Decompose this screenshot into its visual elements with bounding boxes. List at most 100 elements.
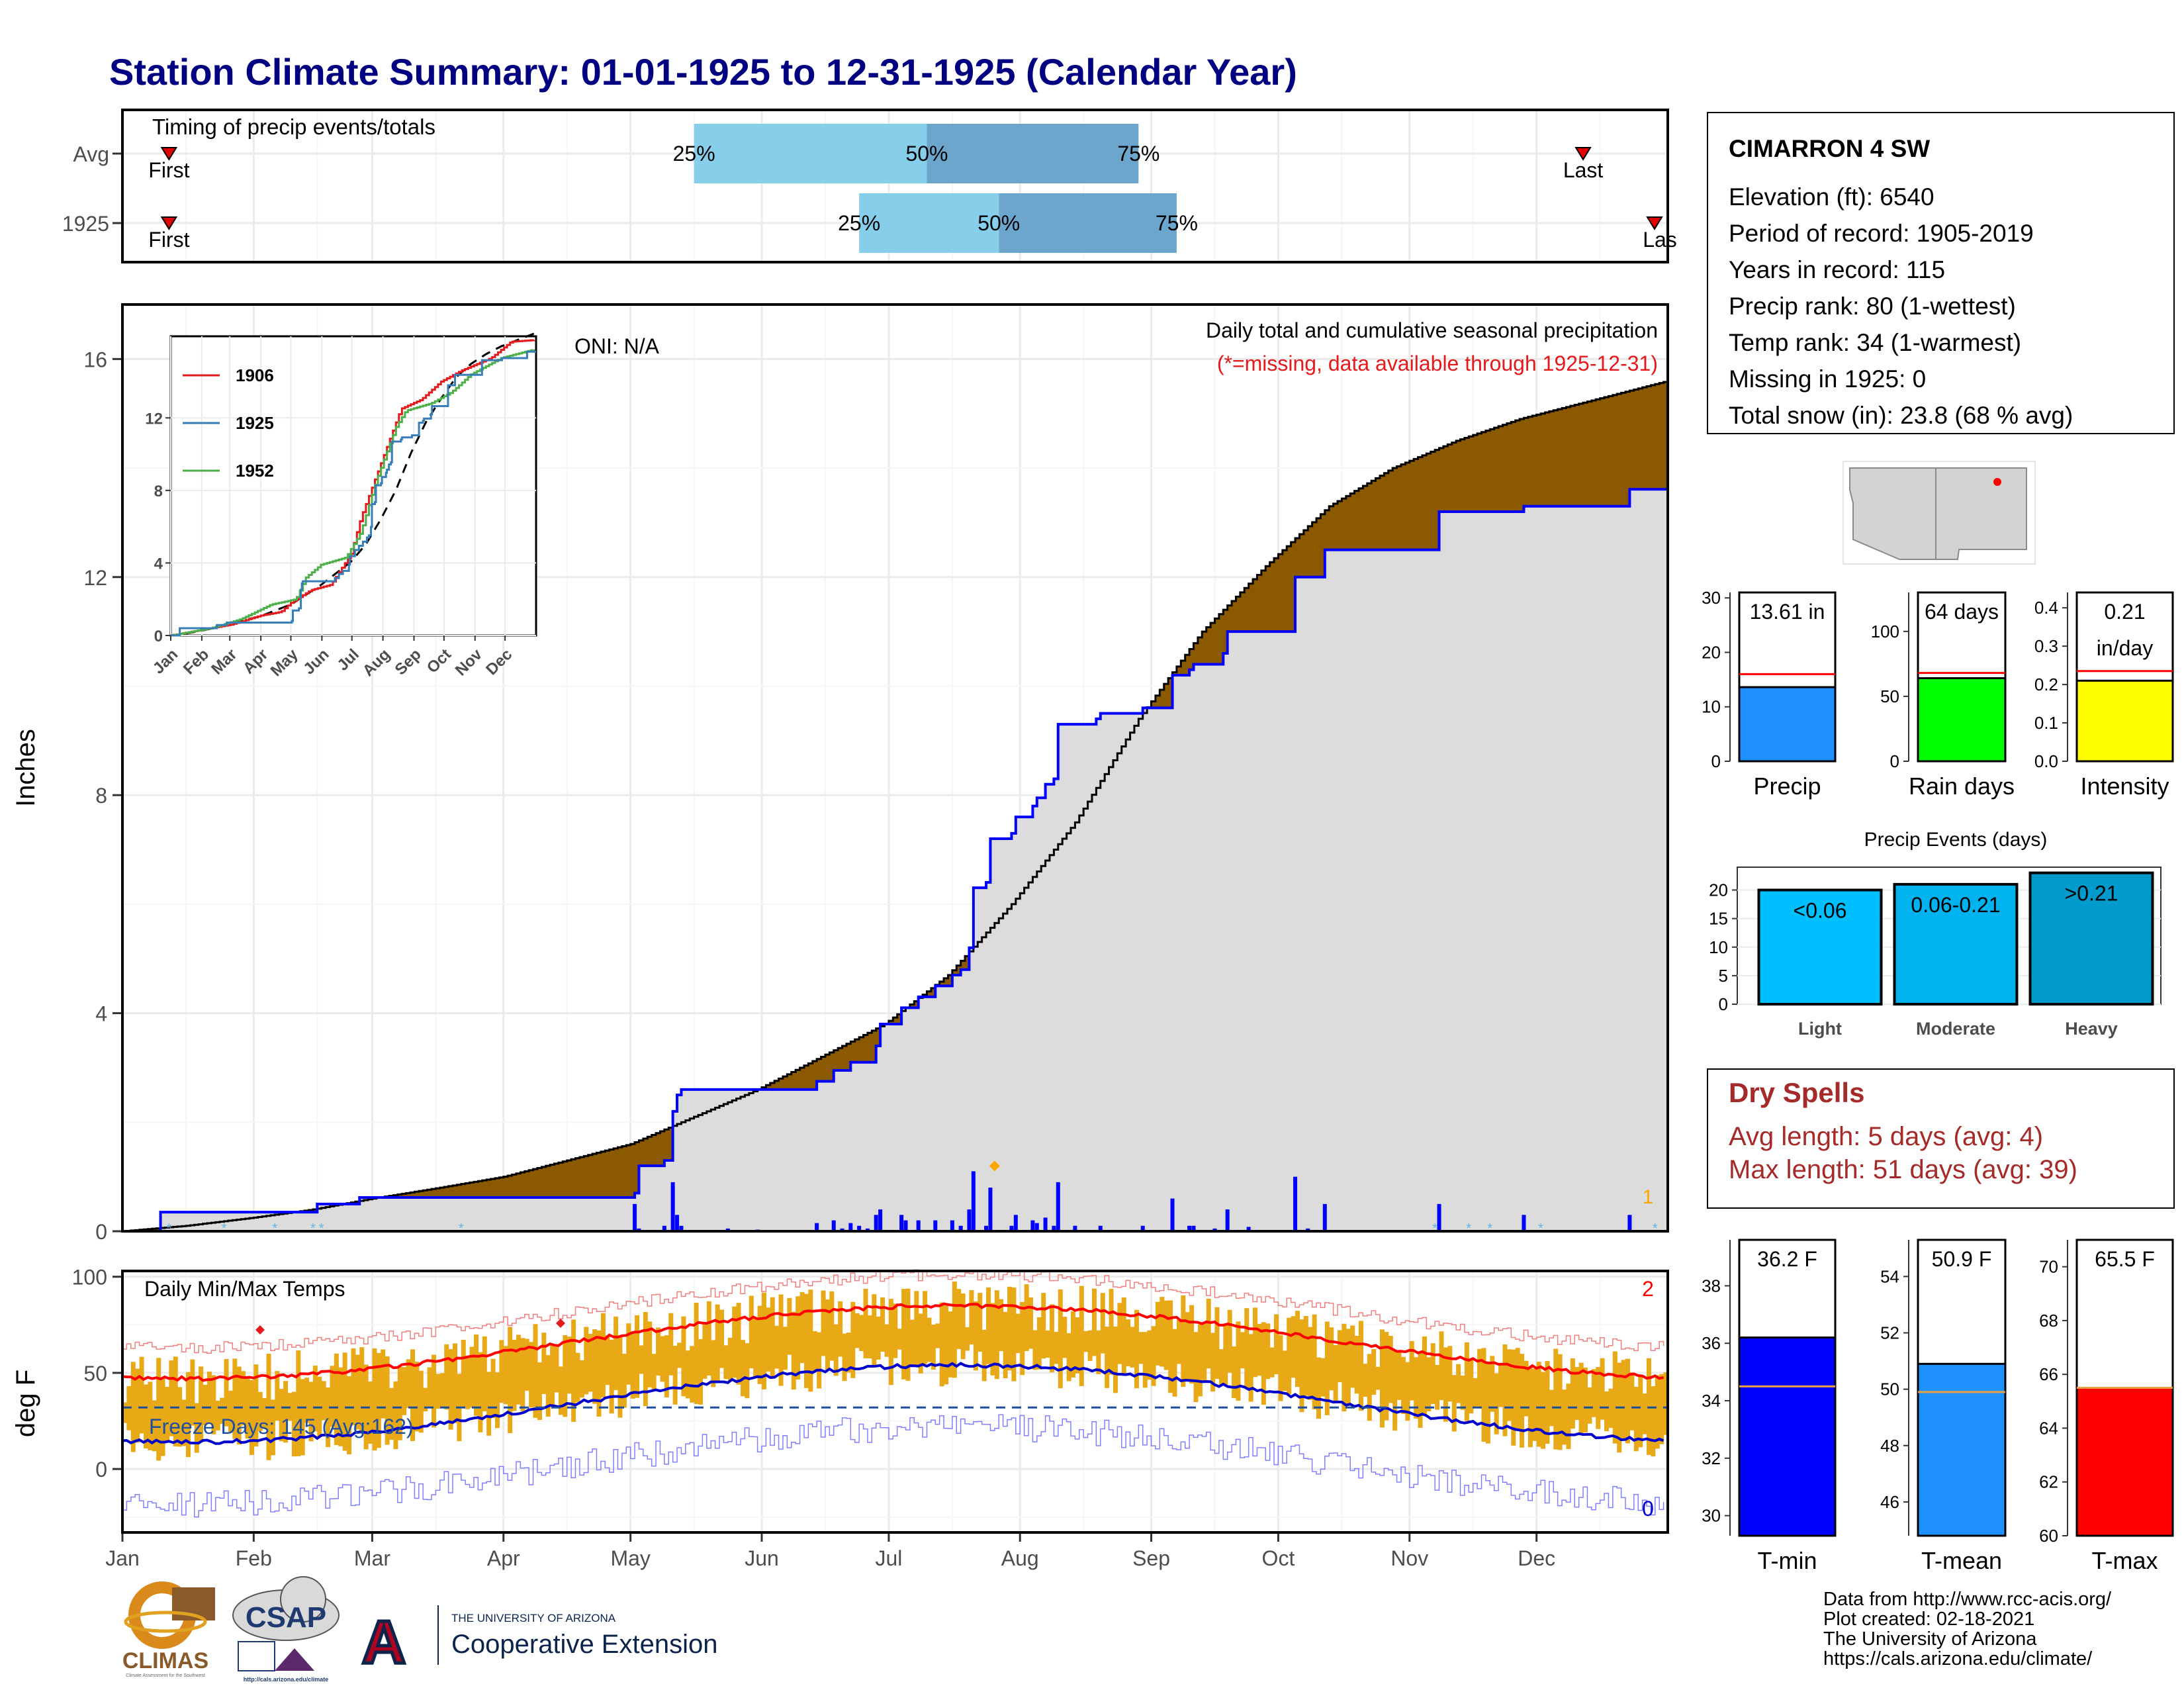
climas-logo-text: CLIMAS xyxy=(122,1648,208,1673)
freeze-days-label: Freeze Days: 145 (Avg:162) xyxy=(149,1415,414,1438)
station-info-box: CIMARRON 4 SW Elevation (ft): 6540 Period… xyxy=(1707,112,2175,434)
daily-temp-bar xyxy=(249,1380,254,1455)
summary-bar-y-tick-label: 10 xyxy=(1702,697,1721,717)
daily-precip-bar xyxy=(1306,1228,1310,1231)
daily-precip-bars xyxy=(633,1171,1632,1231)
daily-temp-bar xyxy=(952,1281,957,1378)
daily-temp-bar xyxy=(698,1338,704,1405)
daily-temp-bar xyxy=(1379,1329,1385,1428)
timing-last-marker xyxy=(1646,216,1663,230)
events-bar xyxy=(1893,882,2019,1006)
daily-temp-bar xyxy=(1502,1344,1508,1436)
precip-y-axis: 0 4 8 12 16 xyxy=(83,348,122,1244)
daily-temp-bar xyxy=(435,1374,441,1409)
daily-precip-bar xyxy=(1140,1225,1145,1231)
daily-precip-bar xyxy=(1522,1215,1526,1231)
daily-temp-bar xyxy=(876,1316,881,1360)
daily-temp-bar xyxy=(224,1359,229,1427)
daily-temp-bar xyxy=(1604,1391,1610,1432)
daily-temp-bar xyxy=(749,1295,754,1369)
daily-temp-bar xyxy=(1359,1321,1363,1411)
daily-temp-bar xyxy=(1338,1330,1343,1382)
month-tick-label: Jun xyxy=(745,1546,779,1570)
precip-y-tick-label: 16 xyxy=(83,348,107,371)
daily-temp-bar xyxy=(833,1324,839,1376)
daily-temp-bar xyxy=(897,1329,902,1350)
daily-temp-bar xyxy=(393,1381,398,1450)
record-high-marker xyxy=(556,1319,565,1328)
daily-precip-bar xyxy=(916,1220,921,1231)
timing-title: Timing of precip events/totals xyxy=(152,115,435,139)
oni-label: ONI: N/A xyxy=(574,334,660,358)
dry-title: Dry Spells xyxy=(1729,1077,1864,1108)
events-bar-value: 0.06-0.21 xyxy=(1911,893,2000,917)
daily-temp-bar xyxy=(753,1319,758,1377)
missing-count: 1 xyxy=(1643,1186,1654,1208)
timing-bar-25-50 xyxy=(859,193,999,253)
daily-temp-bar xyxy=(143,1384,148,1449)
daily-temp-bar xyxy=(368,1382,373,1444)
daily-temp-bar xyxy=(486,1372,492,1436)
daily-temp-bar xyxy=(257,1391,263,1431)
timing-last-label: Last xyxy=(1563,158,1604,182)
daily-precip-bar xyxy=(1098,1225,1103,1231)
events-bar xyxy=(2028,871,2154,1006)
daily-temp-bar xyxy=(1151,1326,1156,1386)
daily-temp-bar xyxy=(355,1354,360,1430)
events-y-tick-label: 10 xyxy=(1709,937,1728,957)
daily-temp-bar xyxy=(1655,1375,1660,1449)
daily-temp-bar xyxy=(1562,1389,1567,1445)
daily-precip-bar xyxy=(1170,1198,1175,1231)
summary-bar-value-unit: in/day xyxy=(2097,636,2153,660)
daily-temp-bar xyxy=(177,1387,183,1447)
climas-ring-icon xyxy=(124,1611,207,1633)
daily-precip-bar xyxy=(1034,1223,1039,1231)
daily-temp-bar xyxy=(1633,1387,1639,1452)
daily-temp-bar xyxy=(867,1315,872,1359)
daily-temp-bar xyxy=(275,1371,280,1421)
month-tick-label: Oct xyxy=(1262,1546,1295,1570)
events-y-tick-label: 20 xyxy=(1709,880,1728,900)
timing-label-50: 50% xyxy=(905,142,948,165)
daily-temp-bar xyxy=(1570,1358,1575,1429)
daily-temp-bar xyxy=(808,1289,813,1392)
footer-credit-line: The University of Arizona xyxy=(1823,1628,2037,1650)
dry-max-length: Max length: 51 days (avg: 39) xyxy=(1729,1155,2077,1184)
daily-temp-bar xyxy=(482,1336,487,1411)
temp-bar-axis-label: T-min xyxy=(1758,1547,1817,1574)
timing-panel: 25% 50% 75% 25% 50% 75% First Last First Las Tim… xyxy=(62,109,1677,263)
daily-precip-bar xyxy=(1627,1215,1632,1231)
summary-bar-value-label: 13.61 in xyxy=(1750,600,1825,624)
temp-bar-axis-label: T-mean xyxy=(1921,1547,2002,1574)
daily-temp-bar xyxy=(1451,1375,1457,1432)
daily-temp-bar xyxy=(1066,1333,1071,1382)
precip-y-tick-label: 12 xyxy=(83,566,107,590)
month-tick-label: Feb xyxy=(236,1546,272,1570)
daily-temp-bar xyxy=(432,1354,436,1428)
temp-bar-y-tick-label: 34 xyxy=(1702,1391,1721,1411)
daily-temp-bar xyxy=(1625,1358,1631,1444)
station-detail-line: Temp rank: 34 (1-warmest) xyxy=(1729,329,2021,356)
daily-precip-bar xyxy=(1246,1227,1251,1231)
daily-temp-bar xyxy=(1642,1393,1647,1434)
summary-bar-y-tick-label: 0.4 xyxy=(2034,598,2058,618)
daily-temp-bar xyxy=(850,1301,856,1378)
daily-temp-bar xyxy=(732,1306,737,1378)
summary-bar-axis-label: Intensity xyxy=(2080,773,2169,800)
daily-temp-bar xyxy=(609,1340,614,1414)
temp-bar-chart: 46 48 50 52 54 50.9 F T-mean xyxy=(1880,1239,2007,1574)
snowflake-icon: * xyxy=(1466,1221,1471,1236)
daily-temp-bar xyxy=(1409,1340,1414,1401)
daily-temp-bar xyxy=(385,1356,390,1445)
month-tick-label: May xyxy=(610,1546,650,1570)
snowflake-icon: * xyxy=(166,1221,171,1236)
daily-temp-bar xyxy=(741,1340,745,1397)
daily-temp-bar xyxy=(512,1339,517,1411)
daily-temp-bar xyxy=(736,1303,741,1385)
daily-temp-bar xyxy=(1193,1332,1199,1403)
daily-temp-bar xyxy=(1596,1367,1601,1429)
daily-temp-bar xyxy=(1524,1360,1529,1417)
daily-temp-bar xyxy=(402,1367,407,1415)
daily-precip-bar xyxy=(1073,1225,1077,1231)
daily-temp-bar xyxy=(1278,1335,1283,1401)
